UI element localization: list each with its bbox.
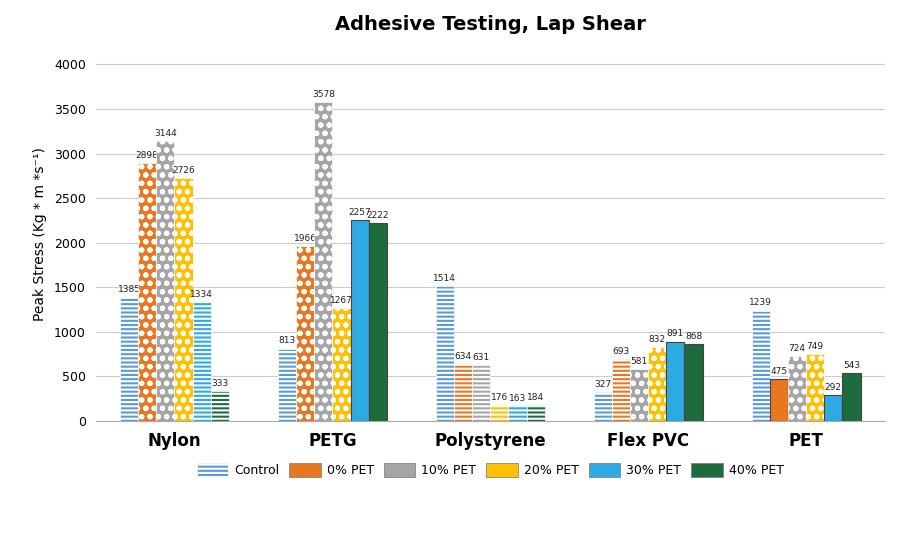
- Text: 1385: 1385: [118, 285, 140, 294]
- Text: 3144: 3144: [154, 129, 176, 138]
- Text: 749: 749: [806, 342, 824, 351]
- Text: 2257: 2257: [348, 208, 371, 217]
- Bar: [193, 302, 211, 421]
- Text: 333: 333: [212, 379, 229, 388]
- Bar: [175, 178, 193, 421]
- Title: Adhesive Testing, Lap Shear: Adhesive Testing, Lap Shear: [335, 15, 645, 34]
- Text: 1514: 1514: [434, 274, 456, 283]
- Bar: [842, 372, 860, 421]
- Bar: [296, 246, 314, 421]
- Text: 327: 327: [594, 379, 611, 389]
- Bar: [472, 365, 490, 421]
- Text: 2726: 2726: [172, 166, 195, 175]
- Text: 634: 634: [454, 353, 472, 361]
- Text: 475: 475: [770, 366, 788, 376]
- Text: 693: 693: [612, 347, 630, 356]
- Text: 1966: 1966: [293, 234, 317, 243]
- Bar: [491, 405, 508, 421]
- Text: 581: 581: [631, 357, 648, 366]
- Legend: Control, 0% PET, 10% PET, 20% PET, 30% PET, 40% PET: Control, 0% PET, 10% PET, 20% PET, 30% P…: [192, 458, 789, 482]
- Text: 724: 724: [788, 344, 806, 353]
- Text: 176: 176: [491, 393, 508, 402]
- Text: 813: 813: [278, 337, 295, 345]
- Bar: [612, 359, 630, 421]
- Bar: [752, 311, 770, 421]
- Bar: [211, 392, 229, 421]
- Bar: [278, 349, 296, 421]
- Text: 292: 292: [824, 383, 842, 392]
- Bar: [806, 354, 824, 421]
- Bar: [454, 365, 473, 421]
- Text: 1267: 1267: [330, 296, 353, 305]
- Text: 1239: 1239: [749, 299, 772, 307]
- Text: 2898: 2898: [136, 151, 158, 160]
- Bar: [436, 286, 454, 421]
- Text: 891: 891: [667, 329, 684, 338]
- Text: 184: 184: [527, 393, 544, 402]
- Bar: [788, 356, 806, 421]
- Text: 543: 543: [843, 360, 860, 370]
- Bar: [350, 220, 369, 421]
- Bar: [770, 379, 788, 421]
- Bar: [332, 308, 350, 421]
- Bar: [526, 405, 544, 421]
- Bar: [666, 342, 685, 421]
- Bar: [630, 369, 648, 421]
- Text: 832: 832: [649, 335, 666, 344]
- Bar: [508, 406, 526, 421]
- Bar: [157, 141, 175, 421]
- Text: 631: 631: [472, 353, 490, 362]
- Y-axis label: Peak Stress (Kg * m *s⁻¹): Peak Stress (Kg * m *s⁻¹): [33, 147, 47, 321]
- Text: 3578: 3578: [311, 90, 335, 99]
- Bar: [139, 163, 157, 421]
- Text: 868: 868: [685, 332, 702, 340]
- Text: 163: 163: [508, 394, 526, 403]
- Bar: [648, 347, 666, 421]
- Bar: [594, 392, 612, 421]
- Bar: [314, 102, 332, 421]
- Bar: [369, 223, 387, 421]
- Bar: [824, 395, 842, 421]
- Text: 1334: 1334: [190, 290, 213, 299]
- Bar: [685, 344, 703, 421]
- Text: 2222: 2222: [366, 211, 389, 220]
- Bar: [120, 298, 139, 421]
